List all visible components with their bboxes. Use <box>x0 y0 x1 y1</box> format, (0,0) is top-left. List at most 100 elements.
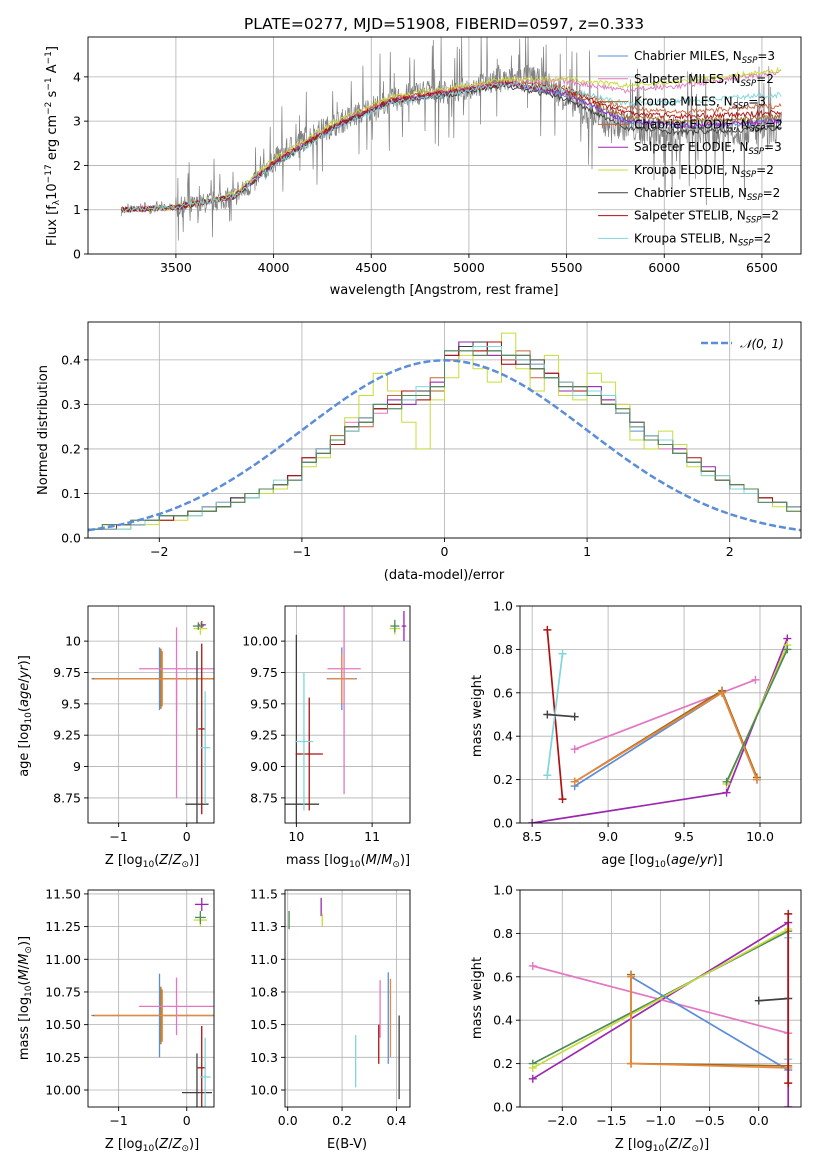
mass-vs-metallicity-plot: −1 0 10.00 10.25 10.50 10.75 11.00 11.25 11.50 <box>45 886 215 1128</box>
y-tick-label: 0.8 <box>493 926 513 941</box>
x-tick-label: 11 <box>364 829 380 844</box>
weight-point <box>528 819 537 823</box>
x-tick-label: 9.5 <box>674 829 694 844</box>
y-tick-label: 0.4 <box>61 352 81 367</box>
x-tick-label: 2 <box>726 544 734 559</box>
y-tick-label: 9.25 <box>53 728 81 743</box>
y-tick-label: 0.0 <box>493 816 513 831</box>
y-tick-label: 0.6 <box>493 685 513 700</box>
weight-line <box>532 930 789 1065</box>
x-tick-label: −2.0 <box>547 1113 577 1128</box>
error-bar <box>198 643 206 815</box>
y-tick-label: 10.5 <box>250 1017 278 1032</box>
x-tick-label: 0.0 <box>278 1113 298 1128</box>
y-tick-label: 8.75 <box>53 790 81 805</box>
weight-point <box>752 775 761 784</box>
error-bar <box>194 910 206 924</box>
y-tick-label: 0.8 <box>493 642 513 657</box>
y-tick-label: 9 <box>73 759 81 774</box>
error-bar <box>194 897 209 911</box>
legend-label: Kroupa ELODIE, NSSP=2 <box>634 163 774 180</box>
error-bar <box>139 977 214 1036</box>
y-tick-label: 10 <box>65 634 81 649</box>
y-tick-label: 10.75 <box>45 984 81 999</box>
x-tick-label: 5500 <box>551 260 583 275</box>
x-tick-label: 8.5 <box>522 829 542 844</box>
y-tick-label: 10.8 <box>250 984 278 999</box>
x-tick-label: 6000 <box>648 260 680 275</box>
y-tick-label: 0.2 <box>493 1056 513 1071</box>
mass-vs-z-xlabel: Z [log10(Z/Z⊙)] <box>105 1137 199 1154</box>
y-tick-label: 0.0 <box>493 1100 513 1115</box>
age-vs-z-ylabel: age [log10(age/yr)] <box>17 655 34 777</box>
weight-point <box>627 972 636 981</box>
y-tick-label: 1.0 <box>493 883 513 898</box>
y-tick-label: 9.5 <box>61 696 81 711</box>
legend-label: Chabrier ELODIE, NSSP=2 <box>634 117 783 134</box>
y-tick-label: 10.00 <box>242 634 278 649</box>
error-bar <box>197 1025 206 1107</box>
normal-legend-label: 𝒩(0, 1) <box>740 337 784 351</box>
error-bar <box>200 691 210 805</box>
weight-point <box>784 1103 793 1107</box>
mass-weight-vs-z-xlabel: Z [log10(Z/Z⊙)] <box>615 1137 709 1154</box>
mass-weight-vs-age-plot: 8.5 9.0 9.5 10.0 0.0 0.2 0.4 0.6 0.8 1.0 <box>493 599 802 844</box>
spectrum-xlabel: wavelength [Angstrom, rest frame] <box>330 283 559 298</box>
axes-frame <box>87 605 215 824</box>
x-tick-label: 0 <box>183 829 191 844</box>
y-tick-label: 10.0 <box>250 1083 278 1098</box>
weight-point <box>528 1063 537 1072</box>
legend-label: Salpeter ELODIE, NSSP=3 <box>634 140 782 157</box>
x-tick-label: −1 <box>293 544 311 559</box>
y-tick-label: 9.75 <box>53 665 81 680</box>
histogram-step-line <box>88 350 801 538</box>
x-tick-label: 0.0 <box>749 1113 769 1128</box>
weight-point <box>783 645 792 654</box>
residual-xlabel: (data-model)/error <box>384 568 505 583</box>
residual-legend: 𝒩(0, 1) <box>701 337 784 351</box>
error-bar <box>327 606 361 795</box>
weight-point <box>754 996 763 1005</box>
plot-area <box>120 37 782 241</box>
plot-area <box>285 606 407 823</box>
axes-frame <box>87 889 215 1108</box>
error-bar <box>294 672 314 811</box>
x-tick-label: 10.0 <box>746 829 774 844</box>
mass-vs-extinction-plot: 0.0 0.2 0.4 10.0 10.3 10.5 10.8 11.0 11.3 11.5 <box>250 886 411 1128</box>
x-tick-label: −1 <box>109 829 127 844</box>
weight-line <box>758 997 789 1002</box>
y-tick-label: 0.4 <box>493 729 513 744</box>
weight-line <box>532 965 789 1035</box>
plot-area <box>88 332 801 538</box>
y-tick-label: 9.25 <box>250 728 278 743</box>
y-tick-label: 3 <box>73 114 81 129</box>
x-tick-label: 0.2 <box>332 1113 352 1128</box>
weight-point <box>570 745 579 754</box>
legend-label: Kroupa MILES, NSSP=3 <box>634 95 766 112</box>
weight-point <box>558 649 567 658</box>
error-bar <box>390 619 400 633</box>
weight-point <box>784 909 793 918</box>
y-tick-label: 11.5 <box>250 886 278 901</box>
x-tick-label: −1 <box>109 1113 127 1128</box>
residual-plot: −2 −1 0 1 2 0.0 0.1 0.2 0.3 0.4 <box>61 321 802 559</box>
y-tick-label: 1 <box>73 202 81 217</box>
y-tick-label: 8.75 <box>250 790 278 805</box>
mass-weight-vs-age-ylabel: mass weight <box>470 675 485 757</box>
y-tick-label: 2 <box>73 158 81 173</box>
plot-area <box>528 909 793 1107</box>
y-tick-label: 9.75 <box>250 665 278 680</box>
x-tick-label: −1.0 <box>645 1113 675 1128</box>
weight-point <box>784 1079 793 1088</box>
error-bar <box>401 611 407 642</box>
error-bar <box>199 1037 211 1107</box>
spectrum-legend: Chabrier MILES, NSSP=3 Salpeter MILES, NS… <box>598 49 783 248</box>
error-bar <box>181 1053 212 1107</box>
weight-line <box>630 976 789 1071</box>
y-tick-label: 0.1 <box>61 486 81 501</box>
error-bar <box>328 653 356 704</box>
x-tick-label: 4500 <box>355 260 387 275</box>
age-vs-mass-xlabel: mass [log10(M/M⊙)] <box>286 853 410 870</box>
weight-point <box>570 712 579 721</box>
